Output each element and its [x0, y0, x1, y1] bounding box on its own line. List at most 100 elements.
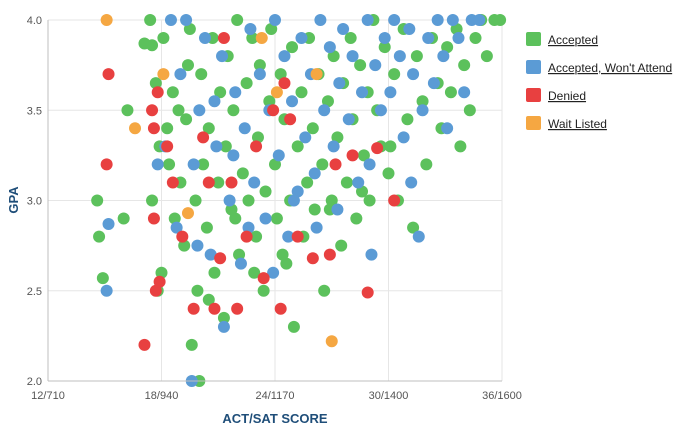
data-point [327, 50, 340, 63]
data-point [422, 32, 435, 45]
data-point [346, 149, 359, 162]
x-tick-label: 36/1600 [482, 390, 522, 402]
data-point [310, 68, 323, 81]
data-point [102, 217, 115, 230]
data-point [269, 14, 281, 26]
data-point [166, 86, 179, 99]
data-point [333, 77, 346, 90]
data-point [257, 284, 270, 297]
data-point [306, 122, 319, 135]
data-point [393, 50, 406, 63]
data-point [246, 32, 259, 45]
data-point [176, 230, 189, 243]
x-axis-title: ACT/SAT SCORE [222, 411, 328, 426]
data-point [250, 230, 263, 243]
data-point [253, 68, 266, 81]
data-point [382, 167, 395, 180]
data-point [378, 32, 391, 45]
data-point [191, 284, 204, 297]
data-point [93, 230, 106, 243]
data-point [259, 185, 272, 198]
legend: Accepted Accepted, Won't Attend Denied Wait… [526, 32, 672, 131]
data-point [146, 194, 159, 207]
data-point [163, 158, 176, 171]
data-point [219, 140, 232, 153]
data-point [214, 252, 227, 265]
data-point [308, 203, 321, 216]
y-axis-title: GPA [6, 186, 21, 214]
data-point [388, 14, 401, 26]
data-point [180, 14, 193, 26]
data-point [242, 194, 255, 207]
data-point [208, 266, 221, 279]
legend-label[interactable]: Denied [548, 89, 586, 103]
legend-swatch [526, 88, 541, 102]
data-point [325, 335, 338, 348]
data-point [310, 221, 323, 234]
data-point [274, 68, 287, 81]
data-point [238, 122, 251, 135]
legend-label[interactable]: Wait Listed [548, 117, 607, 131]
data-point [331, 131, 344, 144]
data-point [323, 41, 336, 54]
data-point [155, 266, 168, 279]
data-point [138, 338, 151, 351]
data-point [197, 158, 210, 171]
data-point [257, 272, 270, 285]
data-point [384, 86, 397, 99]
data-point [204, 248, 217, 261]
data-point [278, 77, 291, 90]
data-point [146, 39, 159, 52]
data-point [291, 185, 304, 198]
data-point [388, 194, 401, 207]
data-point [229, 86, 242, 99]
data-point [323, 248, 336, 261]
data-point [217, 32, 230, 45]
data-point [361, 14, 374, 26]
data-point [267, 104, 280, 117]
data-point [318, 104, 331, 117]
legend-label[interactable]: Accepted, Won't Attend [548, 61, 672, 75]
data-point [454, 140, 467, 153]
legend-swatch [526, 116, 541, 130]
data-point [369, 59, 382, 72]
data-point [301, 176, 314, 189]
data-point [157, 68, 170, 81]
legend-label[interactable]: Accepted [548, 33, 598, 47]
legend-swatch [526, 32, 541, 46]
data-point [197, 131, 210, 144]
data-point [151, 86, 164, 99]
data-point [494, 14, 507, 26]
data-point [240, 77, 253, 90]
data-point [287, 194, 300, 207]
data-point [282, 230, 295, 243]
data-point [342, 113, 355, 126]
data-point [325, 194, 338, 207]
data-point [231, 302, 244, 315]
data-point [365, 248, 378, 261]
data-point [248, 266, 261, 279]
data-point [291, 230, 304, 243]
data-point [295, 32, 308, 45]
data-point [164, 14, 177, 26]
data-point [420, 158, 433, 171]
data-point [308, 167, 321, 180]
data-point [151, 158, 164, 171]
data-point [352, 176, 365, 189]
data-point [410, 50, 423, 63]
data-point [225, 203, 238, 216]
data-point [234, 257, 247, 270]
data-point [240, 230, 253, 243]
data-point [187, 158, 200, 171]
data-point [384, 140, 397, 153]
data-point [233, 248, 246, 261]
data-point [214, 86, 227, 99]
data-point [331, 203, 344, 216]
data-point [427, 77, 440, 90]
data-point [350, 212, 363, 225]
data-point [284, 113, 297, 126]
data-point [172, 104, 185, 117]
data-point [318, 284, 331, 297]
y-tick-label: 2.0 [27, 376, 42, 388]
data-point [437, 50, 450, 63]
